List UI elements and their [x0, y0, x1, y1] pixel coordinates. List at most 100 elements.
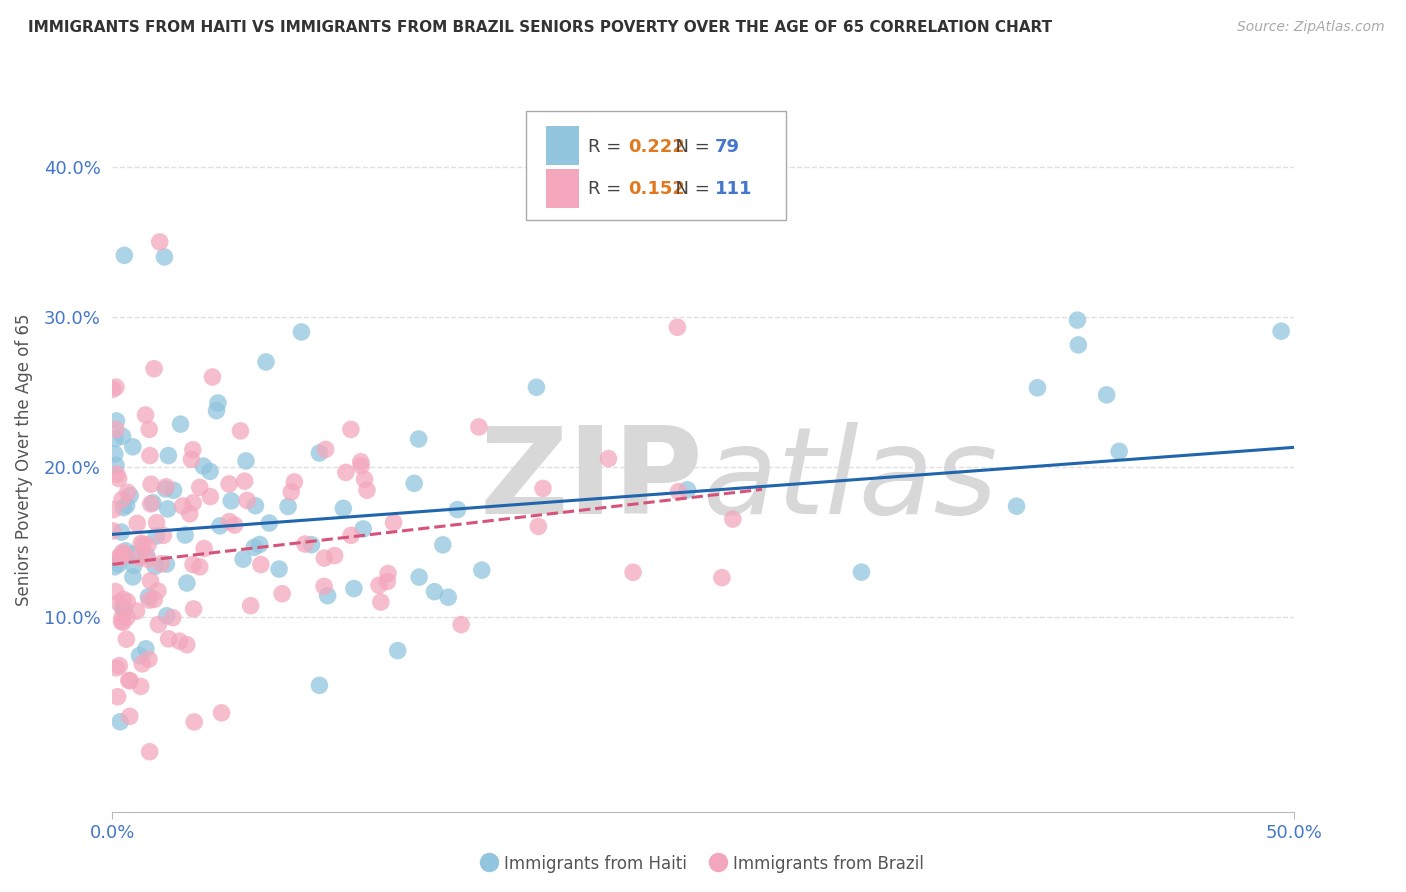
Point	[382, 516, 405, 530]
Point	[135, 549, 157, 563]
Point	[335, 466, 357, 480]
Point	[174, 528, 197, 542]
Point	[290, 325, 312, 339]
Point	[131, 657, 153, 671]
Point	[188, 560, 211, 574]
Point	[104, 422, 127, 436]
Point	[1095, 388, 1118, 402]
Point	[105, 661, 128, 675]
Point	[110, 615, 132, 629]
Point	[1270, 324, 1292, 338]
Point	[139, 477, 162, 491]
Point	[283, 475, 305, 489]
Point	[314, 551, 336, 566]
Point	[233, 474, 256, 488]
Point	[121, 440, 143, 454]
Point	[200, 490, 222, 504]
Point	[181, 558, 204, 572]
Point	[112, 615, 135, 629]
Point	[143, 592, 166, 607]
Point	[408, 570, 430, 584]
Point	[1026, 381, 1049, 395]
Point	[377, 566, 399, 581]
Point	[155, 482, 177, 496]
Point	[112, 248, 135, 262]
Point	[721, 512, 744, 526]
Point	[117, 485, 139, 500]
Point	[1067, 338, 1090, 352]
Point	[259, 516, 281, 530]
Point	[314, 579, 336, 593]
Point	[104, 380, 127, 394]
Point	[114, 544, 136, 558]
Point	[526, 380, 548, 394]
Point	[105, 414, 128, 428]
Point	[350, 458, 373, 473]
Point	[138, 422, 160, 436]
Point	[621, 566, 644, 580]
Point	[120, 673, 142, 688]
Point	[111, 610, 134, 624]
Point	[105, 458, 128, 473]
FancyBboxPatch shape	[546, 126, 579, 165]
Point	[387, 643, 409, 657]
Point	[229, 424, 252, 438]
Point	[323, 549, 346, 563]
Point	[224, 518, 246, 533]
Point	[432, 538, 454, 552]
Point	[107, 558, 129, 572]
Point	[139, 497, 162, 511]
Point	[120, 489, 142, 503]
Point	[188, 480, 211, 494]
Point	[155, 480, 177, 494]
Point	[107, 471, 129, 485]
Point	[267, 562, 290, 576]
Point	[446, 502, 468, 516]
Point	[176, 576, 198, 591]
Point	[110, 525, 132, 540]
Point	[205, 403, 228, 417]
Point	[134, 408, 156, 422]
Point	[232, 552, 254, 566]
Point	[201, 370, 224, 384]
Point	[277, 500, 299, 514]
Point	[118, 673, 141, 688]
Text: atlas: atlas	[703, 422, 998, 539]
Point	[122, 558, 145, 573]
Point	[129, 536, 152, 550]
Point	[271, 587, 294, 601]
Point	[236, 493, 259, 508]
Point	[111, 492, 134, 507]
Point	[169, 634, 191, 648]
Point	[112, 592, 135, 607]
Text: 79: 79	[714, 138, 740, 156]
Point	[101, 382, 124, 396]
FancyBboxPatch shape	[546, 169, 579, 208]
Point	[157, 449, 180, 463]
Point	[103, 502, 125, 516]
Point	[115, 499, 138, 513]
Point	[157, 632, 180, 646]
Point	[315, 442, 337, 457]
Point	[352, 522, 374, 536]
Point	[104, 559, 127, 574]
Point	[138, 652, 160, 666]
Point	[155, 557, 177, 571]
Point	[112, 547, 135, 561]
Point	[146, 583, 169, 598]
Point	[142, 496, 165, 510]
Point	[104, 584, 127, 599]
Point	[107, 596, 129, 610]
Point	[332, 501, 354, 516]
Point	[343, 582, 366, 596]
Point	[250, 558, 273, 572]
Point	[851, 565, 873, 579]
Point	[153, 250, 176, 264]
Point	[107, 690, 129, 704]
Point	[350, 455, 373, 469]
Point	[598, 451, 620, 466]
Point	[181, 442, 204, 457]
Point	[156, 502, 179, 516]
Point	[404, 476, 426, 491]
Point	[183, 714, 205, 729]
